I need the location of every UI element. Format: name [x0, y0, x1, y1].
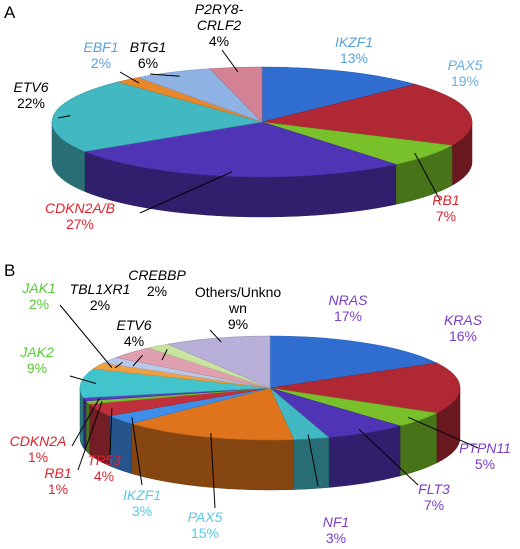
- slice-label-a-p2ry8-crlf2-line2: CRLF2: [197, 17, 242, 33]
- slice-percent-b-tp53: 4%: [94, 468, 114, 484]
- slice-label-b-cdkn2a: CDKN2A: [10, 433, 67, 449]
- slice-percent-b-ptpn11: 5%: [475, 456, 495, 472]
- slice-percent-b-rb1: 1%: [48, 481, 68, 497]
- slice-percent-b-nf1: 3%: [326, 530, 346, 546]
- leader-line-a-btg1: [149, 73, 180, 77]
- slice-label-b-jak1: JAK1: [21, 280, 55, 296]
- leader-line-b-cdkn2a: [71, 398, 100, 447]
- slice-label-b-others-unknown: Others/Unkno: [195, 284, 282, 300]
- slice-percent-a-etv6: 22%: [17, 95, 45, 111]
- slice-label-b-kras: KRAS: [444, 312, 483, 328]
- leader-line-b-rb1: [77, 401, 103, 471]
- leader-line-a-ebf1: [119, 71, 140, 84]
- slice-label-b-pax5: PAX5: [188, 509, 223, 525]
- leader-line-b-ikzf1: [131, 417, 143, 486]
- panel-letter-b: B: [4, 261, 15, 280]
- leader-line-b-tp53: [109, 408, 113, 456]
- pie-b-slice-kras: [269, 362, 461, 414]
- pie-b-slice-nras: [269, 335, 438, 389]
- slice-label-b-ikzf1: IKZF1: [123, 487, 161, 503]
- slice-percent-b-jak2: 9%: [27, 360, 47, 376]
- slice-label-a-p2ry8-crlf2: P2RY8-: [195, 1, 244, 17]
- leader-line-b-tbl1xr1: [114, 361, 123, 369]
- pie-a-slice-p2ry8-crlf2: [209, 66, 263, 123]
- slice-label-b-ptpn11: PTPN11: [459, 440, 511, 456]
- slice-label-a-pax5: PAX5: [448, 57, 483, 73]
- slice-label-b-tbl1xr1: TBL1XR1: [70, 281, 131, 297]
- leader-line-b-crebbp: [161, 349, 168, 361]
- pie-b-slice-pax5: [130, 387, 295, 441]
- slice-percent-b-tbl1xr1: 2%: [90, 297, 110, 313]
- slice-percent-b-ikzf1: 3%: [132, 503, 152, 519]
- pie-a-slice-etv6: [51, 81, 263, 152]
- slice-label-a-etv6: ETV6: [13, 79, 48, 95]
- slice-percent-a-cdkn2a-b: 27%: [66, 216, 94, 232]
- slice-label-b-flt3: FLT3: [418, 481, 450, 497]
- leader-line-b-pax5: [210, 432, 216, 509]
- slice-percent-a-rb1: 7%: [436, 208, 456, 224]
- slice-percent-a-btg1: 6%: [138, 55, 158, 71]
- slice-percent-b-kras: 16%: [449, 328, 477, 344]
- slice-percent-a-ikzf1: 13%: [340, 50, 368, 66]
- leader-line-b-flt3: [358, 428, 419, 486]
- slice-percent-b-crebbp: 2%: [147, 283, 167, 299]
- panel-letter-a: A: [4, 3, 16, 22]
- slice-label-b-jak2: JAK2: [19, 344, 54, 360]
- pie-a-slice-cdkn2a-b: [83, 121, 398, 178]
- pie-a-slice-pax5: [261, 84, 473, 146]
- leader-line-a-p2ry8-crlf2: [221, 49, 239, 73]
- slice-percent-b-etv6: 4%: [124, 333, 144, 349]
- pie-a-top: [51, 66, 473, 178]
- slice-label-a-btg1: BTG1: [130, 39, 167, 55]
- leader-line-b-etv6: [132, 354, 143, 367]
- slice-label-b-nf1: NF1: [323, 514, 349, 530]
- slice-label-b-crebbp: CREBBP: [128, 267, 186, 283]
- leader-line-b-ptpn11: [407, 416, 479, 449]
- slice-percent-b-cdkn2a: 1%: [28, 449, 48, 465]
- pie-b-sides: [79, 387, 461, 491]
- leader-line-b-others-unknown: [209, 329, 222, 343]
- slice-percent-a-p2ry8-crlf2: 4%: [209, 33, 229, 49]
- slice-percent-b-pax5: 15%: [191, 525, 219, 541]
- pie-a-slice-ikzf1: [261, 66, 417, 123]
- pie-b-top: [79, 335, 461, 441]
- pie-b-side-nf1: [293, 437, 329, 490]
- slice-label-b-tp53: TP53: [87, 452, 121, 468]
- slice-label-b-nras: NRAS: [329, 292, 369, 308]
- slice-label-a-rb1: RB1: [432, 192, 459, 208]
- pie-b-slice-jak2: [79, 368, 271, 399]
- leader-line-a-etv6: [57, 115, 71, 119]
- slice-percent-b-others-unknown: 9%: [228, 316, 248, 332]
- slice-label-a-cdkn2a-b: CDKN2A/B: [45, 200, 115, 216]
- slice-percent-b-flt3: 7%: [424, 497, 444, 513]
- slice-label-b-etv6: ETV6: [116, 317, 151, 333]
- slice-percent-a-pax5: 19%: [451, 73, 479, 89]
- leader-line-b-nf1: [307, 434, 319, 487]
- slice-label-b-others-unknown-line2: wn: [228, 300, 247, 316]
- pie-a-sides: [51, 121, 473, 218]
- leader-line-a-cdkn2a-b: [139, 171, 232, 214]
- slice-percent-b-nras: 17%: [334, 308, 362, 324]
- slice-percent-b-jak1: 2%: [29, 296, 49, 312]
- slice-label-a-ebf1: EBF1: [83, 39, 118, 55]
- leader-line-b-jak2: [69, 375, 97, 384]
- slice-label-a-ikzf1: IKZF1: [335, 34, 373, 50]
- slice-label-b-rb1: RB1: [44, 465, 71, 481]
- leader-line-b-jak1: [59, 304, 113, 368]
- leader-line-a-rb1: [414, 152, 441, 201]
- slice-percent-a-ebf1: 2%: [91, 55, 111, 71]
